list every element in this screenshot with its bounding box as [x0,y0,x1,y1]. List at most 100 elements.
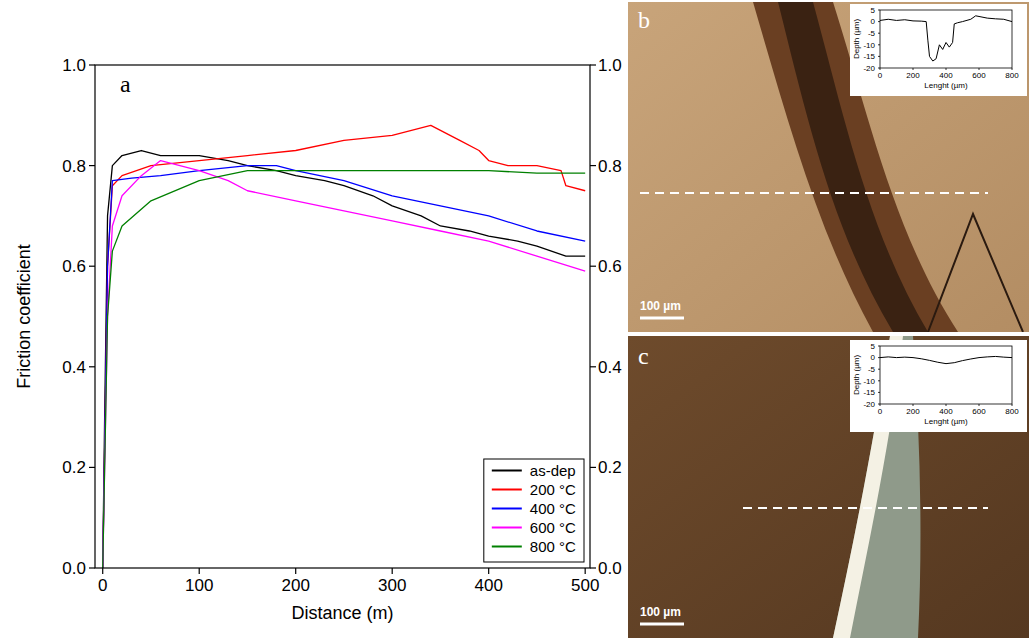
y-tick-label: 0.2 [62,458,86,477]
panel-letter: b [638,7,650,33]
data-line [103,151,585,568]
data-line [103,171,585,568]
micrograph [628,336,1029,638]
profile-line [743,507,988,509]
legend-swatch [492,470,522,472]
profile-line [640,192,988,194]
y-tick-label: -15 [863,52,875,61]
data-line [103,166,585,568]
x-tick [946,404,947,406]
plot-frame [880,346,1012,404]
x-tick-label: 200 [906,407,920,416]
y-tick-label: -5 [868,365,876,374]
x-tick-label: 600 [972,407,986,416]
y-tick [89,266,95,267]
legend-swatch [492,489,522,491]
x-tick [295,568,296,574]
scale-bar [640,623,684,626]
x-tick-label: 500 [571,576,599,595]
x-tick-label: 0 [98,576,107,595]
x-tick-label: 0 [878,71,883,80]
y2-tick-label: 1.0 [598,56,622,75]
x-tick [979,404,980,406]
y-tick-label: 1.0 [62,56,86,75]
y-tick [89,165,95,166]
x-tick-label: 800 [1005,407,1019,416]
y2-tick [590,266,596,267]
y-tick-label: -5 [868,29,876,38]
y-tick [878,56,880,57]
y2-tick-label: 0.4 [598,358,622,377]
x-tick [913,404,914,406]
legend-label: 200 °C [530,481,576,498]
inset-ground [850,4,1027,96]
y-tick [878,392,880,393]
legend: as-dep200 °C400 °C600 °C800 °C [484,459,584,562]
y-tick [878,357,880,358]
indent [928,214,1023,332]
legend-label: 600 °C [530,519,576,536]
micrograph-ground [628,336,1029,638]
y-tick-label: -10 [863,377,875,386]
micrograph [628,2,1029,332]
y-axis-title: Friction coefficient [14,244,34,389]
y-tick [878,404,880,405]
x-tick-label: 200 [282,576,310,595]
y-tick-label: 0.0 [62,559,86,578]
panel-letter: a [120,71,131,97]
y-tick-label: -20 [863,400,875,409]
y-tick [89,467,95,468]
plot-lines [880,16,1012,61]
data-line [103,125,585,568]
y-tick [878,10,880,11]
y-tick [89,366,95,367]
y-tick [878,33,880,34]
y2-tick-label: 0.0 [598,559,622,578]
x-tick [1012,68,1013,70]
x-tick-label: 800 [1005,71,1019,80]
y-tick-label: 5 [871,342,876,351]
y2-tick [590,567,596,568]
x-tick-label: 400 [939,71,953,80]
scale-bar [640,317,684,320]
legend-swatch [492,508,522,510]
x-tick-label: 600 [972,71,986,80]
y-tick-label: 0.4 [62,358,86,377]
y-tick [89,567,95,568]
y-tick-label: -10 [863,41,875,50]
y-tick-label: -20 [863,64,875,73]
x-tick-label: 400 [474,576,502,595]
legend-label: 800 °C [530,538,576,555]
y-tick [878,380,880,381]
plot-frame [95,65,590,568]
y-tick [878,21,880,22]
y2-tick-label: 0.8 [598,157,622,176]
x-axis-title: Distance (m) [291,603,393,623]
x-tick [488,568,489,574]
data-line [880,356,1012,363]
legend-swatch [492,527,522,529]
x-tick [913,68,914,70]
y2-tick-label: 0.6 [598,257,622,276]
plot-lines [103,125,585,568]
y-tick-label: 0 [871,17,876,26]
chart-0: 01002003004005000.00.20.40.60.81.00.00.2… [14,56,622,623]
legend-box [484,459,584,562]
x-tick [1012,404,1013,406]
scale-bar-label: 100 µm [640,605,681,619]
x-tick-label: 300 [378,576,406,595]
y-tick [878,369,880,370]
x-tick [102,568,103,574]
y2-tick [590,467,596,468]
chart-2: 0200400600800-20-15-10-505Lenght (µm)Dep… [852,342,1019,426]
chart-1: 0200400600800-20-15-10-505Lenght (µm)Dep… [852,6,1019,90]
y2-tick [590,366,596,367]
x-tick-label: 400 [939,407,953,416]
y-tick [89,64,95,65]
data-line [103,161,585,568]
x-tick [585,568,586,574]
y2-tick [590,165,596,166]
legend-label: as-dep [530,462,576,479]
x-tick [946,68,947,70]
y-tick-label: -15 [863,388,875,397]
